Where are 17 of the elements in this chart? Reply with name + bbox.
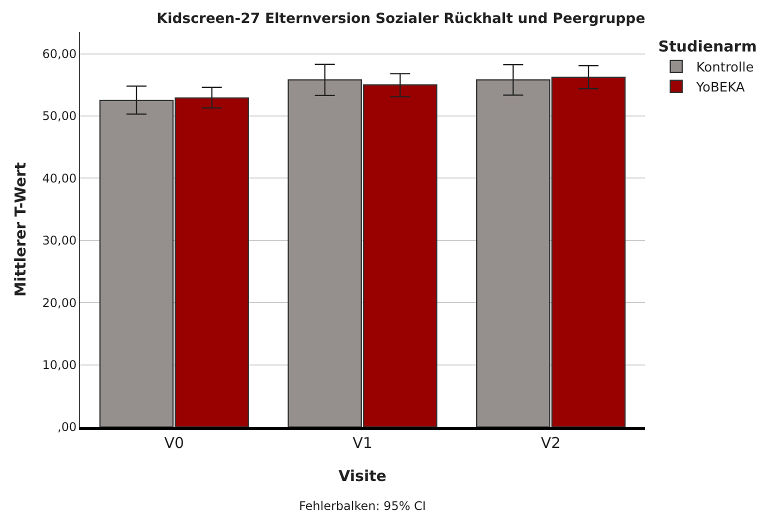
chart-title: Kidscreen-27 Elternversion Sozialer Rückhalt und Peergruppe bbox=[156, 10, 646, 27]
legend-label: YoBEKA bbox=[695, 80, 745, 96]
text: Fehlerbalken: 95% CI bbox=[299, 499, 426, 513]
legend-label: Kontrolle bbox=[696, 60, 754, 76]
x-axis-title: Visite bbox=[338, 467, 386, 485]
y-tick-label: 50,00 bbox=[42, 109, 77, 124]
legend-title: Studienarm bbox=[658, 38, 757, 56]
y-tick-label: 30,00 bbox=[42, 234, 77, 248]
x-tick-label: V0 bbox=[164, 434, 184, 452]
y-tick-label: 60,00 bbox=[42, 46, 77, 61]
x-tick-label: V2 bbox=[540, 434, 561, 452]
y-tick-label: ,00 bbox=[58, 420, 77, 434]
y-tick-label: 10,00 bbox=[42, 358, 77, 372]
y-axis-title: Mittlerer T-Wert bbox=[11, 162, 30, 297]
x-tick-label: V1 bbox=[352, 434, 372, 452]
y-tick-label: 20,00 bbox=[42, 296, 77, 310]
y-tick-label: 40,00 bbox=[42, 171, 77, 186]
